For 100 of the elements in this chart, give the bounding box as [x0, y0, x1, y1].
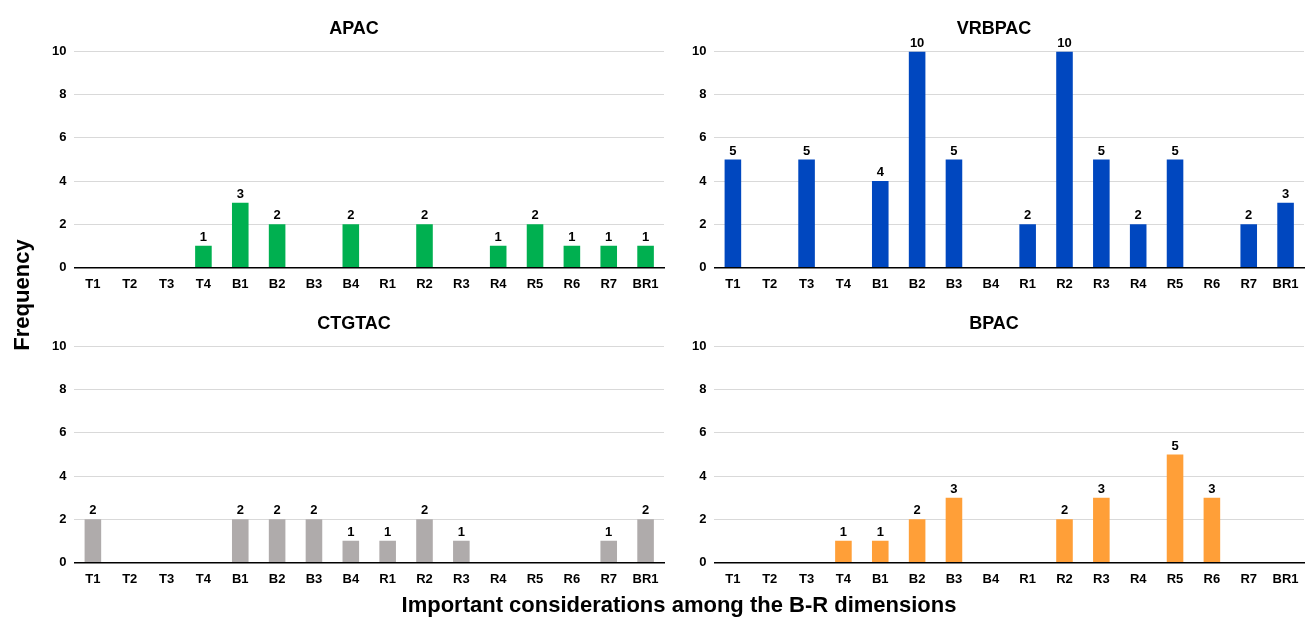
x-tick-label: BR1	[632, 570, 659, 586]
x-tick-label: R3	[453, 275, 470, 291]
x-tick-label: BR1	[632, 275, 659, 291]
y-tick-label: 4	[59, 467, 68, 483]
bar	[1129, 224, 1147, 267]
data-label: 1	[641, 228, 650, 244]
x-tick-label: T3	[158, 570, 175, 586]
y-tick-label: 4	[699, 172, 708, 188]
data-label: 2	[1134, 207, 1142, 223]
bar	[871, 540, 889, 562]
y-tick-label: 10	[691, 338, 707, 354]
x-tick-label: R4	[1129, 570, 1148, 586]
y-tick-label: 8	[699, 381, 707, 397]
data-label: 2	[89, 502, 97, 518]
y-tick-label: 6	[59, 129, 67, 145]
bar	[526, 224, 544, 267]
data-label: 5	[950, 142, 958, 158]
x-tick-label: B1	[231, 275, 249, 291]
x-tick-label: T1	[725, 570, 741, 586]
data-label: 5	[1171, 437, 1179, 453]
y-tick-label: 0	[59, 258, 67, 274]
x-tick-label: R2	[1056, 570, 1073, 586]
bar	[1093, 497, 1110, 562]
data-label: 2	[913, 502, 921, 518]
y-tick-label: 10	[51, 338, 67, 354]
data-label: 1	[199, 228, 208, 244]
x-tick-label: BR1	[1272, 275, 1299, 291]
y-tick-label: 2	[699, 510, 707, 526]
data-label: 2	[531, 207, 539, 223]
x-tick-label: T3	[798, 275, 815, 291]
y-tick-label: 4	[699, 467, 708, 483]
data-label: 3	[1281, 185, 1290, 201]
x-tick-label: B4	[982, 275, 1000, 291]
x-tick-label: R6	[563, 570, 581, 586]
bar	[600, 245, 618, 267]
x-tick-label: BR1	[1272, 570, 1299, 586]
data-label: 1	[876, 523, 884, 539]
y-tick-label: 8	[59, 86, 67, 102]
bar	[231, 202, 249, 267]
x-tick-label: R6	[1203, 275, 1221, 291]
data-label: 5	[1171, 142, 1179, 158]
y-tick-label: 0	[59, 553, 67, 569]
x-tick-label: R5	[526, 275, 544, 291]
x-tick-label: T2	[762, 570, 778, 586]
x-tick-label: R7	[600, 570, 618, 586]
x-tick-label: R7	[1240, 275, 1258, 291]
y-tick-label: 4	[59, 172, 68, 188]
bar	[798, 159, 815, 267]
data-label: 10	[909, 34, 925, 50]
data-label: 10	[1057, 34, 1072, 50]
x-tick-label: R3	[1093, 570, 1110, 586]
x-tick-label: R5	[1166, 570, 1184, 586]
data-label: 2	[1060, 502, 1069, 518]
data-label: 4	[876, 164, 885, 180]
x-tick-label: T1	[85, 570, 101, 586]
bar	[945, 497, 963, 562]
x-tick-label: T4	[195, 275, 212, 291]
bar	[1019, 224, 1036, 267]
bar	[835, 540, 852, 562]
data-label: 2	[236, 502, 244, 518]
y-tick-label: 8	[59, 381, 67, 397]
bar	[416, 224, 433, 267]
x-tick-label: R1	[379, 570, 396, 586]
data-label: 2	[1024, 207, 1032, 223]
x-tick-label: B3	[305, 275, 323, 291]
data-label: 1	[494, 228, 502, 244]
x-tick-label: B4	[982, 570, 1000, 586]
x-axis-title: Important considerations among the B-R dimensions	[400, 592, 958, 618]
bar	[1166, 454, 1184, 562]
y-tick-label: 0	[699, 553, 707, 569]
y-tick-label: 2	[59, 510, 67, 526]
data-label: 2	[1245, 207, 1253, 223]
bar	[724, 159, 742, 267]
data-label: 2	[273, 502, 281, 518]
bar	[195, 245, 212, 267]
x-tick-label: T2	[762, 275, 778, 291]
x-tick-label: R5	[1166, 275, 1184, 291]
bar	[908, 519, 926, 562]
y-tick-label: 6	[59, 424, 67, 440]
bar	[1203, 497, 1221, 562]
x-tick-label: R3	[453, 570, 470, 586]
data-label: 1	[457, 523, 465, 539]
x-tick-label: R7	[1240, 570, 1258, 586]
x-tick-label: R1	[1019, 570, 1036, 586]
x-tick-label: T4	[835, 570, 852, 586]
bar	[945, 159, 963, 267]
x-tick-label: R7	[600, 275, 618, 291]
x-tick-label: B4	[342, 570, 360, 586]
y-tick-label: 0	[699, 258, 707, 274]
data-label: 3	[1097, 480, 1105, 496]
x-tick-label: B3	[305, 570, 323, 586]
x-tick-label: B2	[908, 275, 926, 291]
x-tick-label: R4	[1129, 275, 1148, 291]
data-label: 2	[420, 207, 429, 223]
x-tick-label: R6	[1203, 570, 1221, 586]
x-tick-label: T4	[195, 570, 212, 586]
x-tick-label: T3	[798, 570, 815, 586]
x-tick-label: B2	[268, 570, 286, 586]
bar	[1277, 202, 1294, 267]
x-tick-label: R1	[1019, 275, 1036, 291]
